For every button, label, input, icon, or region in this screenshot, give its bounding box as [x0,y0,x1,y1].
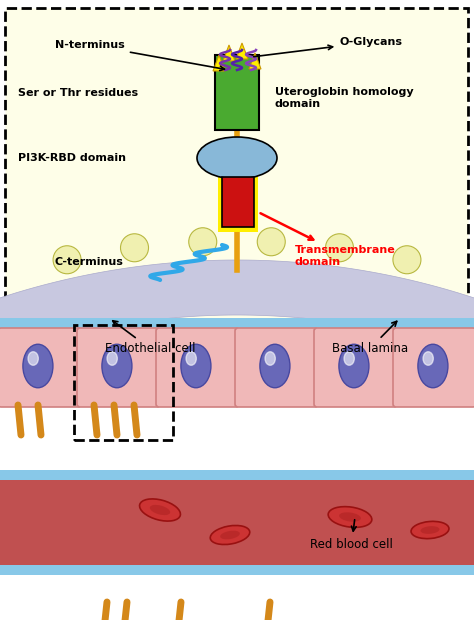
Circle shape [253,321,281,348]
Ellipse shape [107,352,117,365]
Bar [215,55,259,130]
Text: C-terminus: C-terminus [55,257,124,267]
Circle shape [193,321,221,348]
Circle shape [133,326,161,354]
Ellipse shape [186,352,196,365]
FancyBboxPatch shape [156,328,239,407]
Text: O-Glycans: O-Glycans [254,37,403,56]
Bar [0,318,474,330]
Ellipse shape [339,344,369,388]
Bar [222,177,254,227]
Ellipse shape [150,505,170,515]
Bar [218,174,258,232]
Polygon shape [249,53,261,69]
Ellipse shape [423,352,433,365]
Ellipse shape [328,507,372,528]
Ellipse shape [339,512,361,521]
Bar [0,480,474,565]
Ellipse shape [420,526,439,534]
Bar [0,470,474,480]
Circle shape [53,246,81,274]
Ellipse shape [411,521,449,539]
Polygon shape [213,55,225,71]
Polygon shape [0,260,474,620]
Circle shape [120,234,148,262]
Polygon shape [236,43,248,59]
Text: N-terminus: N-terminus [55,40,224,71]
Circle shape [257,228,285,256]
Ellipse shape [181,344,211,388]
FancyBboxPatch shape [0,328,81,407]
Circle shape [373,337,401,365]
Ellipse shape [260,344,290,388]
FancyBboxPatch shape [314,328,397,407]
Text: Ser or Thr residues: Ser or Thr residues [18,88,138,98]
Ellipse shape [344,352,354,365]
Ellipse shape [265,352,275,365]
Ellipse shape [197,137,277,179]
Circle shape [15,352,43,380]
Bar [0,565,474,575]
Ellipse shape [28,352,38,365]
Circle shape [326,234,354,262]
Circle shape [73,337,101,365]
Text: Transmembrane
domain: Transmembrane domain [261,213,396,267]
Ellipse shape [102,344,132,388]
Ellipse shape [418,344,448,388]
FancyBboxPatch shape [393,328,474,407]
Polygon shape [223,45,235,61]
Circle shape [189,228,217,256]
FancyBboxPatch shape [5,8,468,345]
Text: Endothelial cell: Endothelial cell [105,321,195,355]
Text: Basal lamina: Basal lamina [332,321,408,355]
Circle shape [431,352,459,380]
Circle shape [313,326,341,354]
Text: Uteroglobin homology
domain: Uteroglobin homology domain [275,87,414,108]
Ellipse shape [210,526,250,544]
FancyBboxPatch shape [77,328,160,407]
Ellipse shape [23,344,53,388]
Circle shape [393,246,421,274]
FancyBboxPatch shape [235,328,318,407]
Ellipse shape [139,499,181,521]
Text: Red blood cell: Red blood cell [310,520,393,552]
Text: PI3K-RBD domain: PI3K-RBD domain [18,153,126,163]
Ellipse shape [220,531,240,539]
